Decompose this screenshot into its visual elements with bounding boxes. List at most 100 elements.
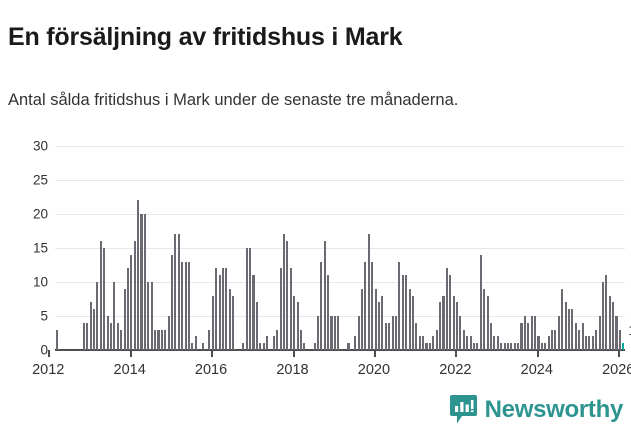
bar	[330, 316, 333, 350]
bar	[232, 295, 235, 350]
bar	[581, 322, 584, 350]
bar	[411, 295, 414, 350]
bar	[333, 316, 336, 350]
bar	[208, 329, 211, 350]
bar	[157, 329, 160, 350]
x-axis-label: 2026	[602, 362, 631, 378]
bar	[120, 329, 123, 350]
bar	[249, 248, 252, 350]
bar	[588, 336, 591, 350]
bar	[357, 316, 360, 350]
bar	[377, 302, 381, 350]
bar	[133, 241, 136, 350]
x-axis-tick-mark	[292, 350, 295, 357]
bar	[391, 316, 394, 350]
bar	[428, 343, 431, 350]
bar	[578, 329, 581, 350]
page-subtitle: Antal sålda fritidshus i Mark under de s…	[8, 90, 459, 109]
x-axis-tick-mark	[455, 350, 458, 357]
bar	[293, 295, 296, 350]
bar	[374, 288, 377, 350]
bar	[466, 336, 469, 350]
x-axis-tick-mark	[48, 350, 51, 357]
bar	[547, 336, 550, 350]
bar	[405, 275, 408, 350]
bar	[245, 248, 248, 350]
bar	[510, 343, 513, 350]
bar	[96, 282, 99, 350]
bar	[327, 275, 330, 350]
gridline	[55, 349, 625, 351]
bar	[116, 322, 119, 350]
bar	[154, 329, 157, 350]
chart-plot: 0 5 10 15 20 25 30 2012 2014 2016 2018 2020 2022 202…	[0, 136, 631, 386]
gridline	[55, 316, 625, 317]
bar	[221, 268, 224, 350]
bar	[462, 329, 465, 350]
bar	[527, 322, 530, 350]
bar	[289, 268, 292, 350]
bar	[123, 288, 126, 350]
bar	[432, 336, 435, 350]
x-axis-label: 2012	[32, 362, 65, 378]
bar	[303, 343, 306, 350]
bar	[561, 288, 564, 350]
bar	[513, 343, 516, 350]
bar	[282, 234, 286, 350]
bar	[126, 268, 129, 350]
bar	[130, 254, 133, 350]
bar	[452, 295, 455, 350]
newsworthy-logo[interactable]: Newsworthy	[449, 395, 623, 424]
bar	[266, 336, 269, 350]
y-axis-label: 25	[32, 172, 48, 188]
bar	[323, 241, 326, 350]
bar	[279, 268, 282, 350]
bar	[506, 343, 509, 350]
bar	[449, 275, 452, 350]
x-axis-label: 2024	[520, 362, 553, 378]
bar	[537, 336, 540, 350]
bar	[408, 288, 411, 350]
bar	[489, 322, 493, 350]
bar	[483, 288, 486, 350]
bar	[103, 248, 106, 350]
bar	[201, 343, 204, 350]
bar	[469, 336, 472, 350]
bar	[361, 288, 364, 350]
bar	[384, 322, 387, 350]
bar	[479, 254, 482, 350]
bar	[425, 343, 428, 350]
bar	[530, 316, 533, 350]
bar	[486, 295, 489, 350]
bar	[394, 316, 398, 350]
x-axis-tick-mark	[129, 350, 132, 357]
bar	[354, 336, 357, 350]
bar	[422, 336, 425, 350]
bar	[316, 316, 319, 350]
bar	[540, 343, 543, 350]
bar	[55, 329, 58, 350]
y-axis-label: 0	[40, 342, 48, 358]
bar	[398, 261, 401, 350]
bar	[601, 282, 604, 350]
x-axis-label: 2018	[276, 362, 309, 378]
gridline	[55, 282, 625, 283]
bar	[174, 234, 177, 350]
gridline	[55, 180, 625, 181]
bar	[347, 343, 350, 350]
bar	[591, 336, 594, 350]
bar	[225, 268, 228, 350]
bar-chart-speech-bubble-icon	[449, 395, 477, 424]
bar	[211, 295, 214, 350]
bar	[503, 343, 506, 350]
x-axis-label: 2016	[194, 362, 228, 378]
bar	[89, 302, 92, 350]
bar	[557, 316, 560, 350]
bar	[388, 322, 391, 350]
gridline	[55, 214, 625, 215]
bar	[215, 268, 218, 350]
bar	[171, 254, 174, 350]
bar	[571, 309, 574, 350]
page-title: En försäljning av fritidshus i Mark	[8, 22, 403, 51]
bar	[140, 214, 143, 350]
